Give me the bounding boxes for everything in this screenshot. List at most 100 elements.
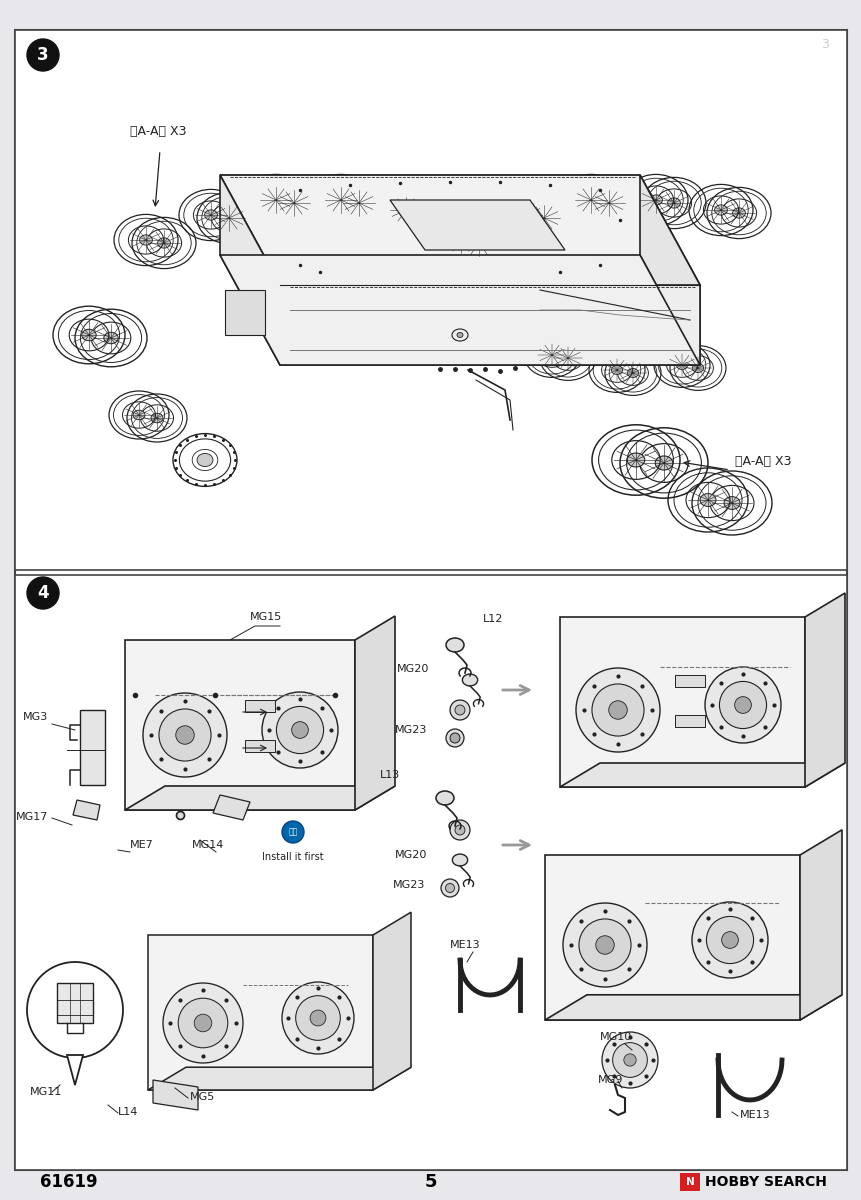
Text: L12: L12 (482, 614, 503, 624)
Ellipse shape (666, 198, 679, 208)
Circle shape (706, 917, 753, 964)
Text: 4: 4 (37, 584, 49, 602)
Polygon shape (220, 175, 699, 284)
Polygon shape (804, 593, 844, 787)
Circle shape (592, 684, 643, 736)
Polygon shape (125, 786, 394, 810)
Ellipse shape (151, 413, 163, 422)
Text: L14: L14 (118, 1106, 139, 1117)
Text: MG20: MG20 (397, 664, 429, 674)
Ellipse shape (802, 676, 817, 688)
Circle shape (575, 668, 660, 752)
Circle shape (178, 998, 227, 1048)
Text: 3: 3 (37, 46, 49, 64)
Ellipse shape (400, 205, 412, 215)
Text: HOBBY SEARCH: HOBBY SEARCH (704, 1175, 826, 1189)
Text: Install it first: Install it first (262, 852, 324, 862)
Ellipse shape (461, 674, 477, 686)
Ellipse shape (133, 410, 145, 420)
Text: MG9: MG9 (598, 1075, 623, 1085)
Bar (679, 1174, 699, 1190)
Text: MG20: MG20 (394, 850, 427, 860)
Polygon shape (80, 710, 105, 785)
Circle shape (721, 931, 738, 948)
Polygon shape (389, 200, 564, 250)
Text: N: N (684, 1177, 694, 1187)
Ellipse shape (222, 212, 235, 223)
Ellipse shape (454, 235, 467, 245)
Polygon shape (544, 995, 841, 1020)
Text: L13: L13 (380, 770, 400, 780)
Ellipse shape (723, 497, 739, 509)
Circle shape (623, 1054, 635, 1066)
Circle shape (291, 721, 308, 738)
Circle shape (691, 902, 767, 978)
Text: 《A-A》 X3: 《A-A》 X3 (130, 125, 186, 138)
Text: 先装: 先装 (288, 828, 297, 836)
Ellipse shape (445, 638, 463, 652)
Bar (674, 715, 704, 727)
Polygon shape (152, 1080, 198, 1110)
Circle shape (704, 667, 780, 743)
Bar (15, 575, 846, 1170)
Polygon shape (148, 935, 373, 1090)
Ellipse shape (103, 332, 118, 343)
Text: MG3: MG3 (22, 712, 48, 722)
Ellipse shape (269, 194, 282, 205)
Circle shape (158, 709, 211, 761)
Ellipse shape (610, 366, 622, 374)
Ellipse shape (699, 493, 715, 506)
Circle shape (27, 962, 123, 1058)
Circle shape (449, 733, 460, 743)
Circle shape (449, 700, 469, 720)
Circle shape (163, 983, 243, 1063)
Polygon shape (213, 794, 250, 820)
Circle shape (143, 692, 226, 778)
Polygon shape (73, 800, 100, 820)
Bar (245, 700, 275, 712)
Ellipse shape (417, 208, 430, 218)
Polygon shape (544, 854, 799, 1020)
Text: MG11: MG11 (30, 1087, 62, 1097)
Ellipse shape (452, 854, 468, 866)
Circle shape (579, 919, 630, 971)
Ellipse shape (158, 238, 170, 248)
Ellipse shape (627, 368, 638, 378)
Bar (15, 30, 846, 570)
Ellipse shape (472, 238, 485, 248)
Ellipse shape (654, 456, 672, 470)
Ellipse shape (649, 194, 661, 205)
Ellipse shape (352, 198, 365, 208)
Circle shape (601, 1032, 657, 1088)
Circle shape (310, 1010, 325, 1026)
Ellipse shape (676, 360, 687, 370)
Text: MG23: MG23 (393, 880, 424, 890)
Text: ME13: ME13 (739, 1110, 770, 1120)
Circle shape (719, 682, 765, 728)
Ellipse shape (456, 332, 462, 337)
Ellipse shape (436, 791, 454, 805)
Polygon shape (560, 617, 804, 787)
Circle shape (282, 821, 304, 842)
Text: MG17: MG17 (15, 812, 48, 822)
Circle shape (449, 820, 469, 840)
Circle shape (282, 982, 354, 1054)
Ellipse shape (732, 208, 745, 218)
Ellipse shape (204, 210, 217, 220)
Circle shape (612, 1043, 647, 1078)
Circle shape (441, 878, 458, 898)
Circle shape (450, 733, 459, 743)
Polygon shape (220, 175, 280, 365)
Ellipse shape (561, 354, 573, 362)
Polygon shape (799, 830, 841, 1020)
Polygon shape (639, 175, 699, 365)
Polygon shape (280, 284, 699, 365)
Circle shape (27, 38, 59, 71)
Polygon shape (373, 912, 411, 1090)
Text: MG10: MG10 (599, 1032, 631, 1042)
Circle shape (445, 728, 463, 746)
Ellipse shape (82, 329, 96, 341)
Ellipse shape (546, 350, 557, 360)
Circle shape (176, 726, 194, 744)
Ellipse shape (519, 210, 532, 220)
